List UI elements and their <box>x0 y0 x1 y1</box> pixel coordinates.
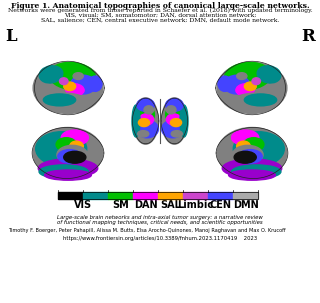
Ellipse shape <box>222 159 282 178</box>
Text: Figure 1. Anatomical topographies of canonical large-scale networks.: Figure 1. Anatomical topographies of can… <box>11 2 309 10</box>
Ellipse shape <box>228 170 276 180</box>
Ellipse shape <box>73 73 83 79</box>
Ellipse shape <box>224 75 250 94</box>
Ellipse shape <box>218 76 232 92</box>
Ellipse shape <box>232 145 263 164</box>
Ellipse shape <box>180 105 188 137</box>
Ellipse shape <box>244 82 256 91</box>
Ellipse shape <box>166 105 186 124</box>
Ellipse shape <box>44 170 92 180</box>
Ellipse shape <box>166 106 176 114</box>
Text: CEN: CEN <box>210 200 231 210</box>
Ellipse shape <box>64 151 86 163</box>
Text: of functional mapping techniques, critical needs, and scientific opportunities: of functional mapping techniques, critic… <box>57 220 263 225</box>
Ellipse shape <box>60 78 68 85</box>
Text: L: L <box>5 28 17 45</box>
Ellipse shape <box>64 82 76 91</box>
Bar <box>133 192 158 199</box>
Bar <box>83 192 108 199</box>
Text: SAL, salience; CEN, central executive network; DMN, default mode network.: SAL, salience; CEN, central executive ne… <box>41 18 279 23</box>
Bar <box>208 192 233 199</box>
Text: R: R <box>301 28 315 45</box>
Ellipse shape <box>43 94 76 106</box>
Ellipse shape <box>257 66 281 83</box>
Ellipse shape <box>224 62 271 90</box>
Ellipse shape <box>56 138 76 151</box>
Ellipse shape <box>33 128 103 178</box>
Ellipse shape <box>162 98 187 144</box>
Ellipse shape <box>238 150 262 163</box>
Ellipse shape <box>136 120 158 138</box>
Ellipse shape <box>88 76 102 92</box>
Ellipse shape <box>166 98 183 112</box>
Ellipse shape <box>252 78 260 85</box>
Ellipse shape <box>139 114 154 125</box>
Text: VIS, visual; SM, somatomotor; DAN, dorsal attention network;: VIS, visual; SM, somatomotor; DAN, dorsa… <box>64 13 256 18</box>
Bar <box>58 192 258 199</box>
Text: SM: SM <box>112 200 129 210</box>
Ellipse shape <box>39 165 88 178</box>
Ellipse shape <box>57 145 88 164</box>
Ellipse shape <box>217 62 287 114</box>
Ellipse shape <box>70 75 96 94</box>
Ellipse shape <box>234 151 256 163</box>
Ellipse shape <box>244 94 277 106</box>
Text: DMN: DMN <box>233 200 258 210</box>
Ellipse shape <box>49 62 96 90</box>
Text: Large-scale brain networks and intra-axial tumor surgery: a narrative review: Large-scale brain networks and intra-axi… <box>57 215 263 220</box>
Text: DAN: DAN <box>134 200 157 210</box>
Ellipse shape <box>232 165 281 178</box>
Text: VIS: VIS <box>74 200 92 210</box>
Bar <box>233 192 258 199</box>
Text: SAL: SAL <box>160 200 181 210</box>
Ellipse shape <box>232 130 259 145</box>
Ellipse shape <box>39 66 63 83</box>
Ellipse shape <box>237 73 247 79</box>
Ellipse shape <box>171 118 182 127</box>
Ellipse shape <box>144 106 154 114</box>
Ellipse shape <box>36 132 87 166</box>
Ellipse shape <box>33 62 103 114</box>
Ellipse shape <box>134 105 155 124</box>
Ellipse shape <box>139 118 150 127</box>
Text: Networks were generated from those reported in Schaefer et al. (2018) with updat: Networks were generated from those repor… <box>8 8 312 13</box>
Bar <box>108 192 133 199</box>
Ellipse shape <box>237 141 250 151</box>
Text: Limbic: Limbic <box>177 200 213 210</box>
Ellipse shape <box>133 98 158 144</box>
Ellipse shape <box>70 141 83 151</box>
Ellipse shape <box>233 93 280 110</box>
Bar <box>58 192 83 199</box>
Ellipse shape <box>132 105 140 137</box>
Ellipse shape <box>217 128 287 178</box>
Ellipse shape <box>38 159 98 178</box>
Ellipse shape <box>244 138 264 151</box>
Ellipse shape <box>171 131 182 137</box>
Text: https://www.frontiersin.org/articles/10.3389/fnhum.2023.1170419    2023: https://www.frontiersin.org/articles/10.… <box>63 236 257 241</box>
Ellipse shape <box>162 120 184 138</box>
Ellipse shape <box>40 93 87 110</box>
Bar <box>183 192 208 199</box>
Bar <box>158 192 183 199</box>
Ellipse shape <box>166 114 181 125</box>
Ellipse shape <box>58 150 82 163</box>
Ellipse shape <box>236 84 254 96</box>
Ellipse shape <box>137 98 155 112</box>
Ellipse shape <box>61 130 88 145</box>
Text: Timothy F. Boerger, Peter Pahapill, Alissa M. Butts, Elsa Arocho-Quinones, Manoj: Timothy F. Boerger, Peter Pahapill, Alis… <box>8 228 286 233</box>
Ellipse shape <box>138 131 149 137</box>
Ellipse shape <box>66 84 84 96</box>
Ellipse shape <box>233 132 284 166</box>
